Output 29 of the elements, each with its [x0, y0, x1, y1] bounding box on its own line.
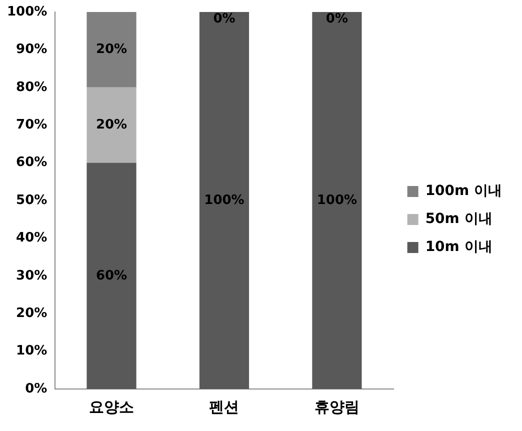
y-tick-label: 70% [16, 117, 48, 132]
y-tick-label: 0% [25, 381, 48, 396]
data-label: 60% [96, 268, 128, 284]
y-tick-label: 10% [16, 344, 48, 359]
y-tick-label: 20% [16, 306, 48, 321]
legend-label: 100m 이내 [425, 183, 502, 200]
bar [199, 12, 250, 389]
bar [86, 12, 136, 88]
data-label: 20% [96, 117, 128, 132]
data-label: 100% [204, 192, 244, 208]
bar [86, 162, 136, 389]
legend-label: 10m 이내 [425, 239, 492, 256]
data-label: 0% [326, 11, 348, 26]
x-tick-label: 휴양림 [314, 398, 360, 416]
x-tick-label: 펜션 [209, 398, 240, 416]
y-tick-label: 40% [16, 230, 48, 246]
data-label: 0% [213, 11, 236, 26]
y-tick-label: 80% [16, 80, 48, 95]
data-label: 100% [316, 192, 358, 208]
y-tick-label: 60% [16, 155, 48, 170]
y-tick-label: 50% [16, 192, 48, 208]
data-label: 20% [96, 42, 128, 58]
y-tick-label: 30% [16, 268, 48, 284]
y-tick-label: 100% [6, 4, 48, 20]
bar [312, 12, 362, 389]
legend-label: 50m 이내 [425, 211, 492, 228]
y-tick-label: 90% [16, 42, 48, 58]
x-tick-label: 요양소 [89, 398, 134, 416]
bar [86, 87, 136, 163]
